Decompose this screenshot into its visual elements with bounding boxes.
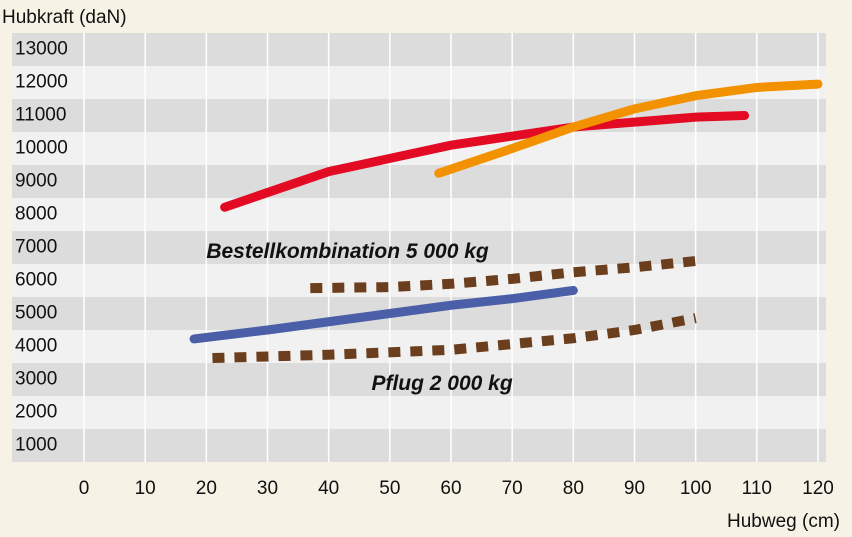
y-tick-label: 3000 <box>15 369 57 390</box>
x-tick-label: 0 <box>79 478 90 499</box>
x-axis-label: Hubweg (cm) <box>727 511 840 532</box>
x-tick-label: 80 <box>563 478 584 499</box>
line-series <box>220 111 750 212</box>
x-tick-label: 50 <box>379 478 400 499</box>
y-tick-label: 12000 <box>15 72 68 93</box>
y-tick-label: 1000 <box>15 435 57 456</box>
annotation: Bestellkombination 5 000 kg <box>206 240 489 263</box>
y-tick-label: 5000 <box>15 303 57 324</box>
y-tick-label: 2000 <box>15 402 57 423</box>
x-tick-label: 30 <box>257 478 278 499</box>
y-tick-label: 6000 <box>15 270 57 291</box>
x-tick-label: 10 <box>135 478 156 499</box>
x-tick-label: 90 <box>624 478 645 499</box>
y-tick-label: 4000 <box>15 336 57 357</box>
x-tick-label: 40 <box>318 478 339 499</box>
annotation: Pflug 2 000 kg <box>371 372 512 395</box>
y-tick-label: 9000 <box>15 171 57 192</box>
line-series <box>189 285 578 344</box>
band <box>12 165 826 198</box>
y-axis-label: Hubkraft (daN) <box>2 7 127 28</box>
x-tick-label: 70 <box>502 478 523 499</box>
line-series <box>212 313 697 364</box>
y-tick-label: 10000 <box>15 138 68 159</box>
band <box>12 429 826 462</box>
x-tick-label: 60 <box>440 478 461 499</box>
x-tick-label: 120 <box>802 478 834 499</box>
y-tick-label: 7000 <box>15 237 57 258</box>
x-tick-label: 110 <box>742 478 772 499</box>
line-series <box>434 79 823 178</box>
x-tick-label: 20 <box>196 478 217 499</box>
y-tick-label: 8000 <box>15 204 57 225</box>
band <box>12 33 826 66</box>
band <box>12 363 826 396</box>
x-tick-label: 100 <box>680 478 712 499</box>
line-series <box>310 256 697 294</box>
y-tick-label: 13000 <box>15 39 68 60</box>
y-tick-label: 11000 <box>15 105 66 126</box>
